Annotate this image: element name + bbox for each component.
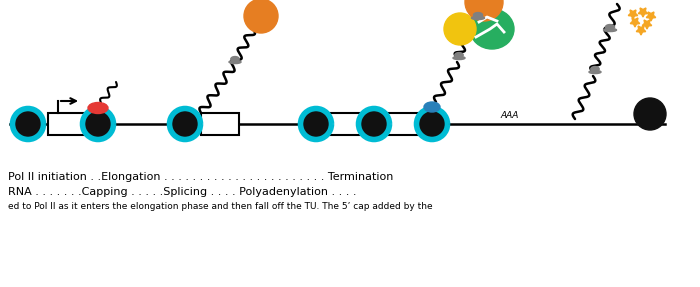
- Ellipse shape: [603, 28, 617, 32]
- Text: RNA . . . . . . .Capping . . . . .Splicing . . . . Polyadenylation . . . .: RNA . . . . . . .Capping . . . . .Splici…: [8, 187, 356, 197]
- Circle shape: [444, 13, 476, 45]
- Ellipse shape: [455, 53, 463, 57]
- Ellipse shape: [606, 25, 615, 30]
- Text: ed to Pol II as it enters the elongation phase and then fall off the TU. The 5’ : ed to Pol II as it enters the elongation…: [8, 202, 433, 211]
- Circle shape: [465, 0, 503, 21]
- FancyBboxPatch shape: [48, 113, 88, 135]
- Polygon shape: [642, 20, 652, 29]
- Ellipse shape: [229, 61, 241, 64]
- FancyBboxPatch shape: [388, 113, 418, 135]
- Ellipse shape: [589, 70, 601, 73]
- Ellipse shape: [424, 102, 440, 112]
- Ellipse shape: [473, 13, 482, 18]
- Ellipse shape: [472, 16, 484, 20]
- Circle shape: [85, 111, 111, 137]
- Circle shape: [15, 111, 41, 137]
- Circle shape: [634, 98, 666, 130]
- Polygon shape: [646, 12, 656, 21]
- FancyBboxPatch shape: [330, 113, 360, 135]
- Text: AAA: AAA: [500, 112, 519, 121]
- Ellipse shape: [453, 57, 465, 60]
- Circle shape: [419, 111, 445, 137]
- FancyBboxPatch shape: [201, 113, 239, 135]
- Polygon shape: [630, 18, 640, 27]
- Ellipse shape: [470, 9, 514, 49]
- Circle shape: [303, 111, 329, 137]
- Ellipse shape: [88, 102, 108, 113]
- Polygon shape: [636, 26, 646, 35]
- Text: Pol II initiation . .Elongation . . . . . . . . . . . . . . . . . . . . . . . Te: Pol II initiation . .Elongation . . . . …: [8, 172, 393, 182]
- Ellipse shape: [591, 67, 599, 71]
- Polygon shape: [628, 10, 638, 19]
- Circle shape: [361, 111, 387, 137]
- Ellipse shape: [231, 57, 239, 61]
- Circle shape: [172, 111, 198, 137]
- Circle shape: [244, 0, 278, 33]
- Polygon shape: [638, 8, 648, 17]
